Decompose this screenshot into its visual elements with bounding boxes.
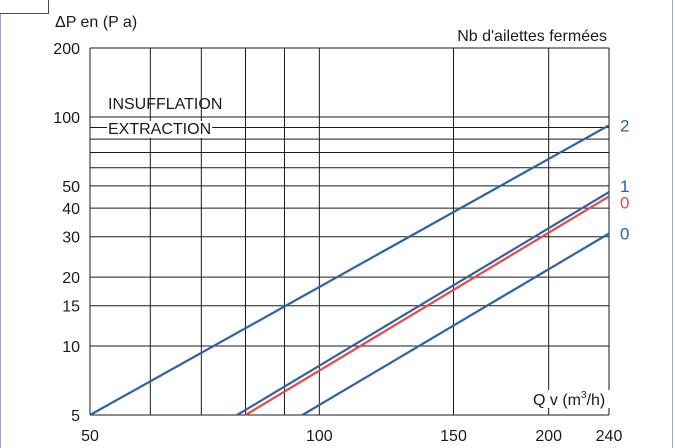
grid: [89, 47, 610, 416]
y-tick-label: 20: [62, 270, 80, 287]
series-end-label: 0: [620, 224, 629, 243]
x-tick-label: 50: [81, 428, 99, 445]
series-line-extraction-0: [244, 195, 610, 416]
labels: ΔP en (P a) Nb d'ailettes fermées INSUFF…: [53, 14, 629, 445]
series-end-label: 1: [620, 177, 629, 196]
corner-tab: [0, 0, 49, 14]
y-tick-label: 30: [62, 230, 80, 247]
frame-left-edge: [0, 14, 1, 448]
x-tick-label: 240: [596, 428, 623, 445]
x-axis-title-exp: 3: [581, 390, 587, 401]
series-end-label: 0: [620, 193, 629, 212]
y-tick-label: 200: [53, 41, 80, 58]
y-tick-label: 50: [62, 179, 80, 196]
series-line-insufflation-0: [301, 232, 610, 416]
y-tick-label: 15: [62, 299, 80, 316]
legend-title: Nb d'ailettes fermées: [457, 28, 607, 45]
y-tick-label: 5: [71, 408, 80, 425]
y-tick-label: 40: [62, 201, 80, 218]
x-axis-title: Q v (m3/h): [530, 390, 610, 409]
x-tick-label: 200: [535, 428, 562, 445]
x-axis-title-unit: /h): [587, 392, 606, 409]
insufflation-label: INSUFFLATION: [108, 96, 222, 113]
extraction-label: EXTRACTION: [108, 121, 211, 138]
x-axis-title-q: Q v (m: [533, 392, 581, 409]
x-axis-title-text: Q v (m3/h): [533, 390, 605, 409]
y-tick-label: 10: [62, 339, 80, 356]
series-lines: [89, 124, 610, 416]
y-axis-title: ΔP en (P a): [55, 14, 137, 31]
series-line-insufflation-2: [89, 124, 610, 416]
x-tick-label: 150: [440, 428, 467, 445]
x-axis-title-bg: [530, 390, 610, 408]
series-end-label: 2: [620, 116, 629, 135]
y-tick-label: 100: [53, 110, 80, 127]
x-tick-label: 100: [306, 428, 333, 445]
frame-right-edge: [672, 0, 673, 448]
series-line-insufflation-1: [236, 191, 610, 416]
extraction-label-bg: [107, 121, 213, 138]
